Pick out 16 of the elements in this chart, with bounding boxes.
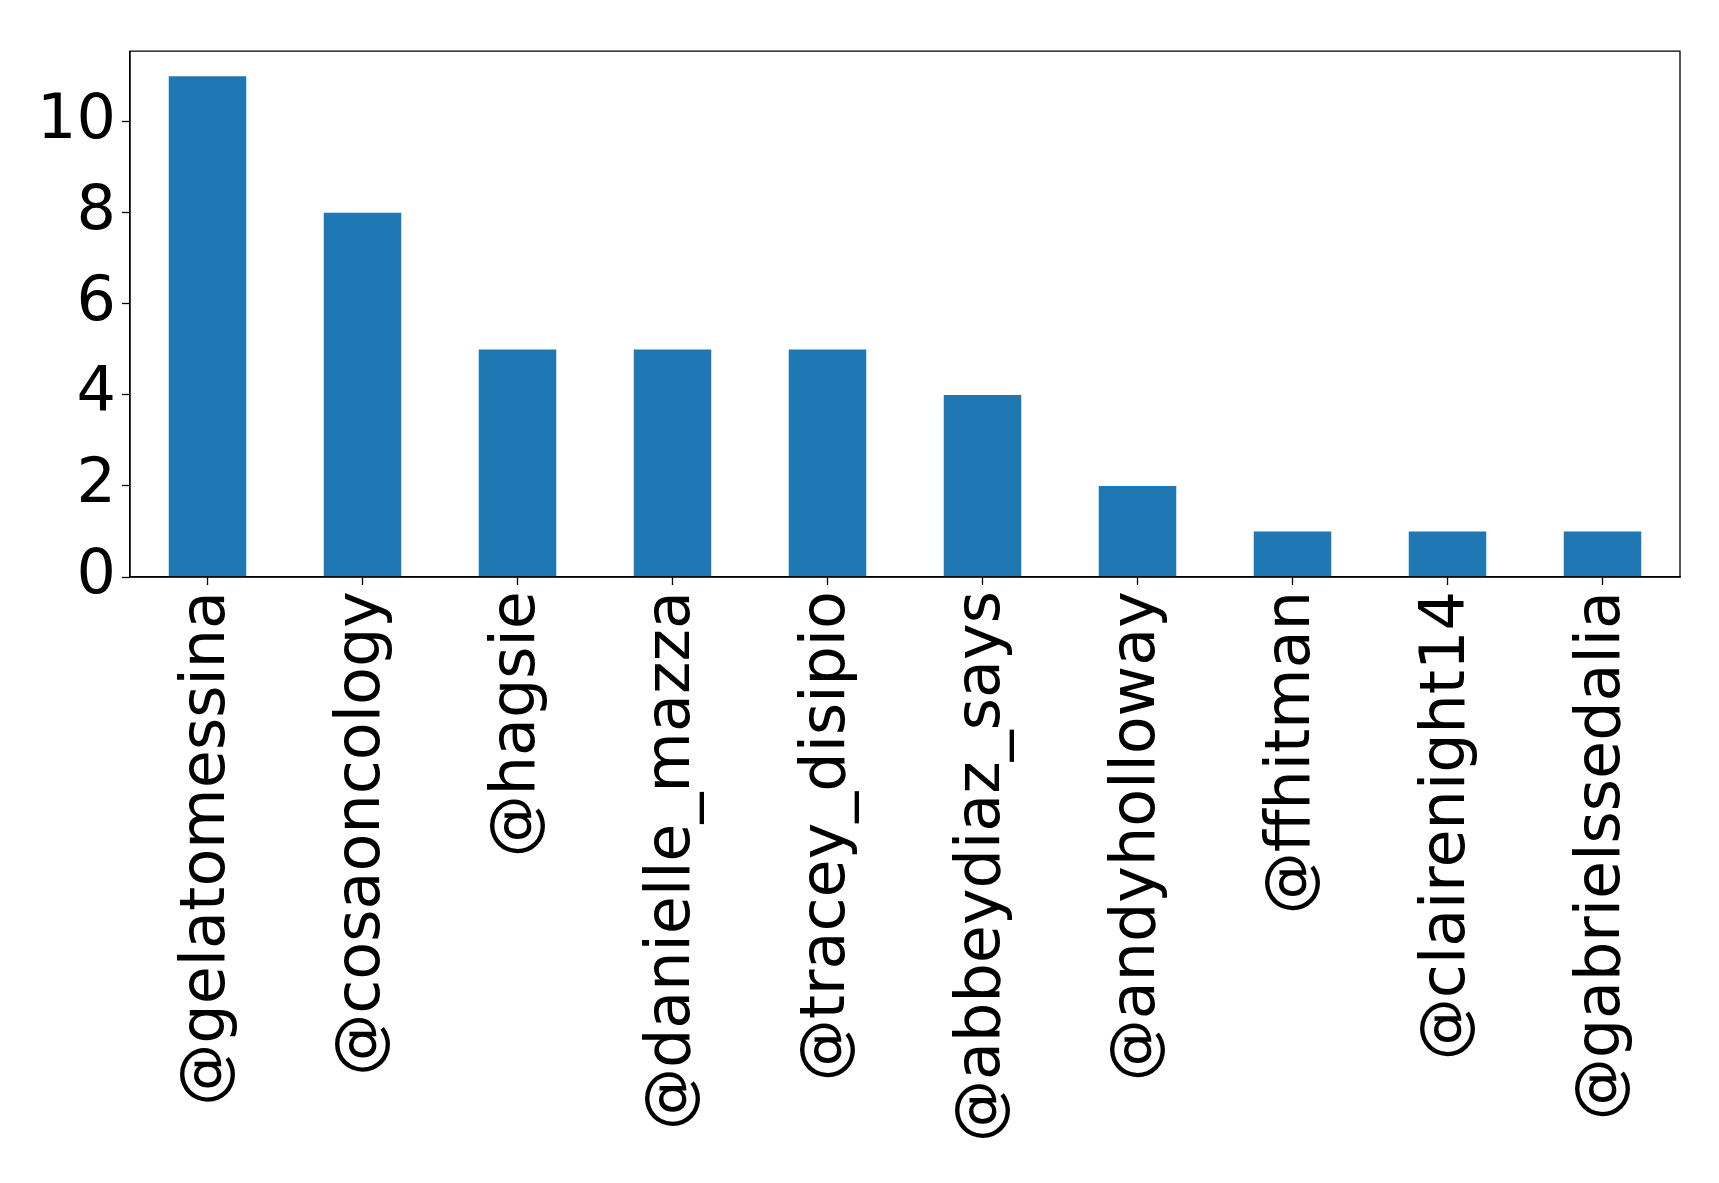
y-tick-label: 4	[76, 353, 116, 427]
x-tick-label: @hagsie	[475, 591, 549, 858]
y-tick-label: 2	[76, 444, 116, 518]
y-tick-label: 6	[76, 261, 116, 335]
x-tick-label: @clairenight14	[1405, 591, 1479, 1061]
y-tick-label: 10	[37, 79, 116, 153]
x-tick-label: @tracey_disipio	[785, 591, 859, 1082]
x-tick-label: @cosaoncology	[320, 591, 394, 1076]
y-tick-label: 8	[76, 170, 116, 244]
x-tick-label: @abbeydiaz_says	[940, 591, 1014, 1142]
x-tick-label: @gelatomessina	[165, 591, 239, 1106]
x-tick-label: @ffhitman	[1250, 591, 1324, 915]
x-tick-label: @danielle_mazza	[630, 591, 704, 1131]
x-tick-label: @andyholloway	[1095, 591, 1169, 1082]
x-tick-label: @gabrielssedalia	[1560, 591, 1634, 1121]
y-tick-label: 0	[76, 535, 116, 609]
